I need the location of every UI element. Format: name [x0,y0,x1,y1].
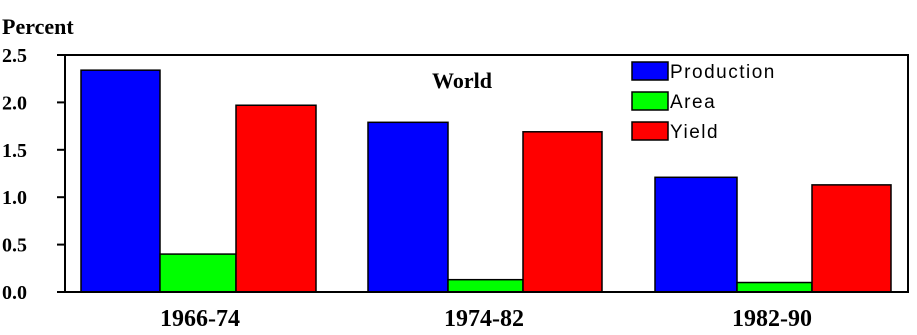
y-tick-label: 0.5 [2,235,27,257]
y-axis-label: Percent [2,14,74,39]
legend-swatch-production [631,61,669,81]
x-axis-labels: 1966-74 1974-82 1982-90 [160,306,812,332]
x-tick-label: 1966-74 [160,306,240,332]
bar-area-1974-82 [447,278,524,293]
bar-area-1982-90 [736,281,813,293]
legend-label-production: Production [670,62,776,83]
y-tick-label: 1.5 [2,140,27,162]
legend: Production Area Yield [631,61,776,143]
y-axis-ticks: 0.0 0.5 1.0 1.5 2.0 2.5 [2,45,65,304]
legend-swatch-area [631,91,669,111]
x-tick-label: 1974-82 [444,306,524,332]
y-tick-label: 2.0 [2,92,27,114]
bars [80,69,892,293]
bar-area-1966-74 [159,253,237,293]
bar-yield-1966-74 [235,104,317,293]
x-tick-label: 1982-90 [732,306,812,332]
legend-label-yield: Yield [670,122,719,143]
bar-yield-1974-82 [522,131,603,293]
bar-production-1966-74 [80,69,161,293]
bar-production-1982-90 [654,176,738,293]
plot-area-frame [64,54,909,293]
bar-production-1974-82 [367,121,449,293]
y-tick-label: 0.0 [2,282,27,304]
y-tick-label: 1.0 [2,187,27,209]
legend-label-area: Area [670,92,716,113]
y-tick-label: 2.5 [2,45,27,67]
bar-yield-1982-90 [811,184,892,293]
chart-title: World [432,68,492,93]
legend-swatch-yield [631,121,669,141]
